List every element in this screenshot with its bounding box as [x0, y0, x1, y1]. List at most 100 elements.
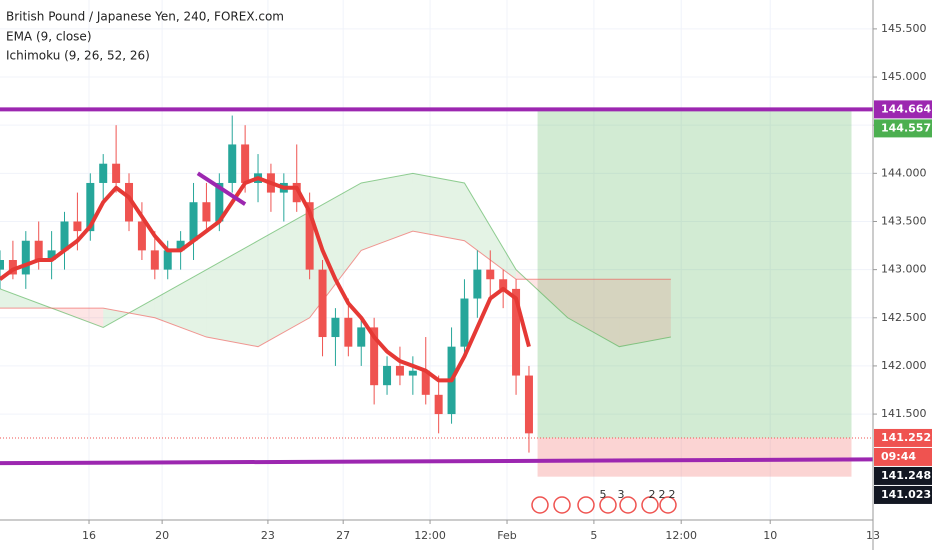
cloud-line	[0, 230, 671, 348]
candle-body	[434, 394, 443, 415]
cloud-segment	[361, 173, 413, 251]
cloud-segment	[258, 211, 310, 347]
x-tick-label: 10	[763, 529, 777, 542]
event-icon	[659, 496, 677, 514]
chart-title: British Pound / Japanese Yen, 240, FOREX…	[6, 10, 284, 24]
candle-body	[21, 240, 30, 275]
price-label: 141.248	[881, 469, 931, 482]
event-icon	[531, 496, 549, 514]
cloud-segment	[206, 240, 259, 347]
x-tick-label: 16	[82, 529, 96, 542]
candle-body	[421, 370, 430, 395]
loss-zone	[537, 437, 852, 477]
candle-body	[202, 202, 211, 222]
event-icon	[641, 496, 659, 514]
y-tick-label: 145.000	[881, 70, 927, 83]
candle-body	[189, 202, 198, 241]
event-count: 2	[649, 488, 656, 501]
price-label: 141.252	[881, 431, 931, 444]
event-icon	[619, 496, 637, 514]
candle-body	[73, 221, 82, 232]
candle-body	[370, 327, 379, 386]
candle-body	[305, 202, 314, 270]
candle-body	[99, 163, 108, 183]
price-label: 09:44	[881, 450, 916, 463]
y-tick-label: 143.000	[881, 263, 927, 276]
x-tick-label: 23	[261, 529, 275, 542]
x-tick-label: 5	[590, 529, 597, 542]
y-tick-label: 141.500	[881, 407, 927, 420]
candle-body	[383, 365, 392, 386]
candle-body	[524, 375, 533, 434]
price-label-bg	[874, 100, 932, 119]
candle-body	[112, 163, 121, 183]
candle-body	[499, 279, 508, 289]
candle-body	[34, 240, 43, 260]
price-label-bg	[874, 466, 932, 485]
price-label: 144.557	[881, 121, 931, 134]
candle-body	[176, 240, 185, 251]
x-tick-label: 13	[866, 529, 880, 542]
candle-body	[512, 288, 521, 376]
candle-body	[47, 250, 56, 260]
event-icon	[599, 496, 617, 514]
plot-area	[0, 0, 874, 520]
event-icon	[553, 496, 571, 514]
price-label: 144.664	[881, 102, 931, 115]
x-tick-label: 20	[155, 529, 169, 542]
x-tick-label: 12:00	[665, 529, 697, 542]
trend-line	[196, 171, 247, 206]
x-tick-label: 27	[336, 529, 350, 542]
x-tick-label: Feb	[497, 529, 516, 542]
candle-body	[8, 260, 17, 275]
candle-body	[292, 182, 301, 203]
y-tick-label: 145.500	[881, 22, 927, 35]
price-label-bg	[874, 428, 932, 447]
event-count: 2	[669, 488, 676, 501]
event-count: 2	[659, 488, 666, 501]
cloud-segment	[567, 279, 620, 347]
ema-line	[0, 176, 531, 383]
trend-line	[0, 457, 874, 466]
price-label-bg	[874, 119, 932, 138]
candle-body	[86, 182, 95, 232]
indicator-legend: EMA (9, close)	[6, 30, 92, 44]
cloud-segment	[464, 182, 517, 280]
candle-body	[215, 182, 224, 222]
price-label-bg	[874, 447, 932, 466]
profit-zone	[537, 109, 852, 438]
y-tick-label: 142.500	[881, 311, 927, 324]
candle-body	[408, 370, 417, 376]
y-tick-label: 144.000	[881, 166, 927, 179]
candle-body	[241, 144, 250, 183]
candle-body	[331, 317, 340, 338]
cloud-segment	[412, 173, 465, 241]
y-tick-label: 143.500	[881, 214, 927, 227]
indicator-legend: Ichimoku (9, 26, 52, 26)	[6, 49, 150, 63]
candle-body	[0, 260, 4, 270]
candle-body	[395, 365, 404, 376]
cloud-segment	[154, 269, 207, 338]
y-tick-label: 142.000	[881, 359, 927, 372]
cloud-line	[0, 172, 671, 348]
price-label: 141.023	[881, 488, 931, 501]
candle-body	[473, 269, 482, 299]
price-label-bg	[874, 485, 932, 504]
candle-body	[228, 144, 237, 183]
candle-body	[486, 269, 495, 280]
candle-body	[460, 298, 469, 347]
candle-body	[357, 327, 366, 347]
event-count: 5	[600, 488, 607, 501]
event-count: 3	[618, 488, 625, 501]
candle-body	[137, 221, 146, 251]
candle-body	[60, 221, 69, 251]
x-tick-label: 12:00	[414, 529, 446, 542]
candle-body	[163, 250, 172, 270]
candle-body	[150, 250, 159, 270]
candle-body	[344, 317, 353, 347]
event-icon	[577, 496, 595, 514]
candle-body	[318, 269, 327, 338]
candle-body	[125, 182, 134, 222]
cloud-segment	[619, 279, 671, 347]
